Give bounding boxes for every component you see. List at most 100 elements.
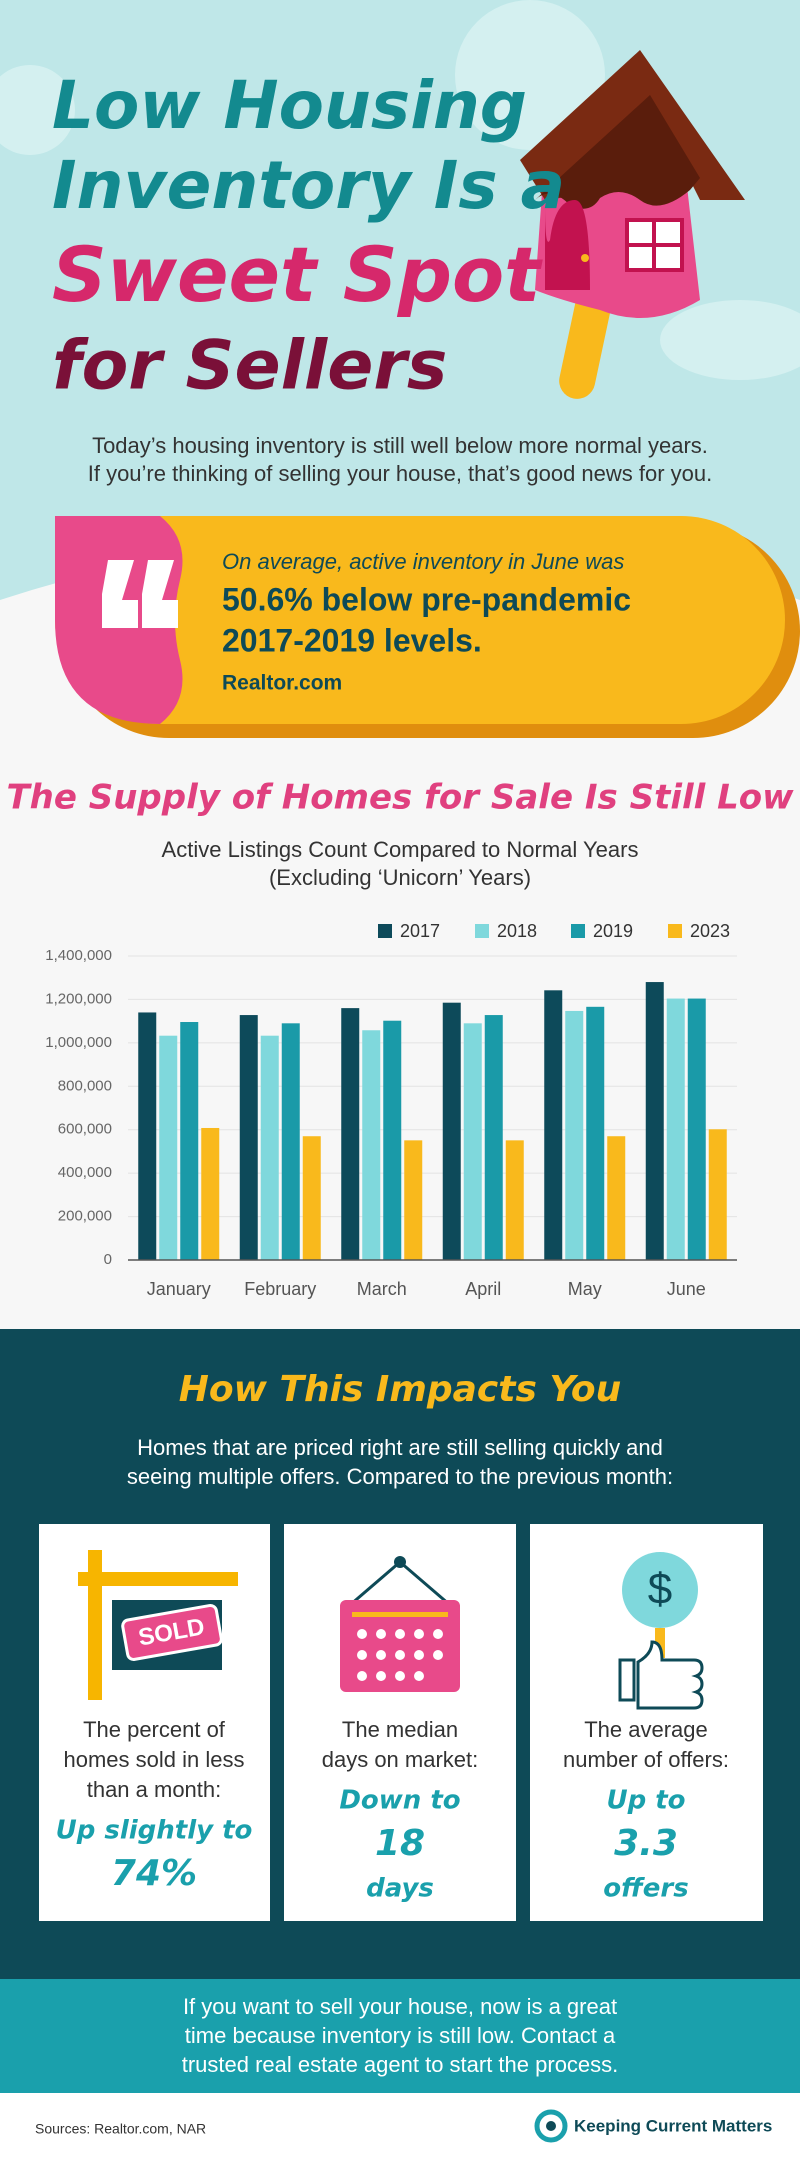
legend-label: 2019 bbox=[593, 921, 633, 941]
card-label: The percent of bbox=[83, 1717, 226, 1742]
y-tick-label: 1,200,000 bbox=[45, 990, 112, 1007]
cta-text: time because inventory is still low. Con… bbox=[185, 2023, 616, 2048]
bar-chart: 0 200,000 400,000 600,000 800,000 1,000,000 1,… bbox=[45, 921, 737, 1299]
sold-sign-icon: SOLD bbox=[78, 1550, 238, 1700]
x-tick-label: February bbox=[244, 1279, 316, 1299]
impact-cards: SOLD $ The percent of homes sold in less t… bbox=[39, 1524, 763, 1921]
x-tick-label: January bbox=[147, 1279, 211, 1299]
card bbox=[39, 1524, 270, 1921]
title-line: Sweet Spot bbox=[52, 230, 543, 319]
bar bbox=[239, 1015, 258, 1260]
logo-mark bbox=[546, 2121, 556, 2131]
bar bbox=[463, 1023, 482, 1260]
quote-highlight: 50.6% below pre-pandemic bbox=[222, 581, 631, 617]
y-tick-label: 1,400,000 bbox=[45, 947, 112, 964]
bar bbox=[484, 1015, 503, 1260]
chart-subtitle: Active Listings Count Compared to Normal… bbox=[162, 837, 639, 862]
bar bbox=[260, 1035, 279, 1260]
bar bbox=[708, 1129, 727, 1260]
bar bbox=[302, 1136, 321, 1260]
bar bbox=[341, 1008, 360, 1260]
bar bbox=[138, 1012, 157, 1260]
chart-subtitle: (Excluding ‘Unicorn’ Years) bbox=[269, 865, 531, 890]
card-value: 3.3 bbox=[614, 1823, 678, 1864]
legend-label: 2023 bbox=[690, 921, 730, 941]
quote-source: Realtor.com bbox=[222, 672, 342, 695]
y-tick-label: 0 bbox=[104, 1251, 112, 1268]
x-tick-label: April bbox=[465, 1279, 501, 1299]
y-tick-label: 1,000,000 bbox=[45, 1034, 112, 1051]
legend-swatch bbox=[571, 924, 585, 938]
y-tick-label: 200,000 bbox=[58, 1208, 112, 1225]
card-value: Down to bbox=[339, 1786, 460, 1816]
card-value: Up to bbox=[606, 1786, 685, 1816]
card-label: The median bbox=[342, 1717, 458, 1742]
cloud bbox=[0, 65, 75, 155]
bar bbox=[687, 998, 706, 1260]
bar bbox=[565, 1010, 584, 1260]
y-tick-label: 400,000 bbox=[58, 1164, 112, 1181]
house-illustration bbox=[520, 50, 745, 399]
legend-swatch bbox=[378, 924, 392, 938]
sources: Sources: Realtor.com, NAR bbox=[35, 2121, 206, 2137]
calendar-icon bbox=[340, 1556, 460, 1692]
bar bbox=[505, 1140, 524, 1260]
cta-text: If you want to sell your house, now is a… bbox=[183, 1994, 617, 2019]
chart-title: The Supply of Homes for Sale Is Still Lo… bbox=[6, 778, 794, 818]
y-tick-label: 800,000 bbox=[58, 1077, 112, 1094]
quote-box bbox=[55, 516, 800, 738]
bar bbox=[281, 1023, 300, 1260]
intro-text: Today’s housing inventory is still well … bbox=[92, 433, 708, 458]
title-line: for Sellers bbox=[52, 327, 447, 406]
impacts-intro: seeing multiple offers. Compared to the … bbox=[127, 1464, 673, 1489]
bar bbox=[442, 1002, 461, 1260]
quote-text: On average, active inventory in June was bbox=[222, 549, 624, 574]
x-tick-label: June bbox=[667, 1279, 706, 1299]
title-line: Inventory Is a bbox=[52, 147, 565, 224]
x-tick-label: May bbox=[568, 1279, 602, 1299]
bar bbox=[645, 982, 664, 1260]
footer-background bbox=[0, 2093, 800, 2158]
dollar-sign: $ bbox=[648, 1565, 672, 1614]
bar bbox=[159, 1035, 178, 1260]
bar bbox=[607, 1136, 626, 1260]
bar bbox=[404, 1140, 423, 1260]
card-value: offers bbox=[603, 1874, 688, 1904]
card-value: days bbox=[366, 1874, 434, 1904]
quote-highlight: 2017-2019 levels. bbox=[222, 622, 482, 658]
x-tick-label: March bbox=[357, 1279, 407, 1299]
bar bbox=[362, 1030, 381, 1260]
cta-text: trusted real estate agent to start the p… bbox=[182, 2052, 619, 2077]
legend-label: 2017 bbox=[400, 921, 440, 941]
cta-background bbox=[0, 1979, 800, 2093]
logo-text: Keeping Current Matters bbox=[574, 2116, 772, 2135]
bar bbox=[666, 998, 685, 1260]
legend-label: 2018 bbox=[497, 921, 537, 941]
card-value: 18 bbox=[375, 1823, 425, 1864]
legend-swatch bbox=[475, 924, 489, 938]
title-line: Low Housing bbox=[52, 67, 527, 144]
card-label: than a month: bbox=[87, 1777, 222, 1802]
card-value: Up slightly to bbox=[56, 1816, 253, 1846]
card-label: The average bbox=[584, 1717, 708, 1742]
bar bbox=[586, 1006, 605, 1260]
impacts-intro: Homes that are priced right are still se… bbox=[137, 1435, 663, 1460]
bar bbox=[201, 1127, 220, 1260]
bar bbox=[383, 1020, 402, 1260]
card-value: 74% bbox=[111, 1853, 197, 1894]
cloud bbox=[455, 0, 605, 150]
card-label: number of offers: bbox=[563, 1747, 729, 1772]
y-tick-label: 600,000 bbox=[58, 1121, 112, 1138]
legend-swatch bbox=[668, 924, 682, 938]
bar bbox=[544, 990, 563, 1260]
card bbox=[284, 1524, 516, 1921]
logo-mark bbox=[534, 2109, 568, 2143]
card-label: days on market: bbox=[322, 1747, 479, 1772]
intro-text: If you’re thinking of selling your house… bbox=[88, 461, 713, 486]
cloud bbox=[660, 300, 800, 380]
impacts-heading: How This Impacts You bbox=[179, 1369, 621, 1410]
offers-icon: $ bbox=[618, 1552, 704, 1710]
card-label: homes sold in less bbox=[64, 1747, 245, 1772]
bar bbox=[180, 1022, 199, 1260]
